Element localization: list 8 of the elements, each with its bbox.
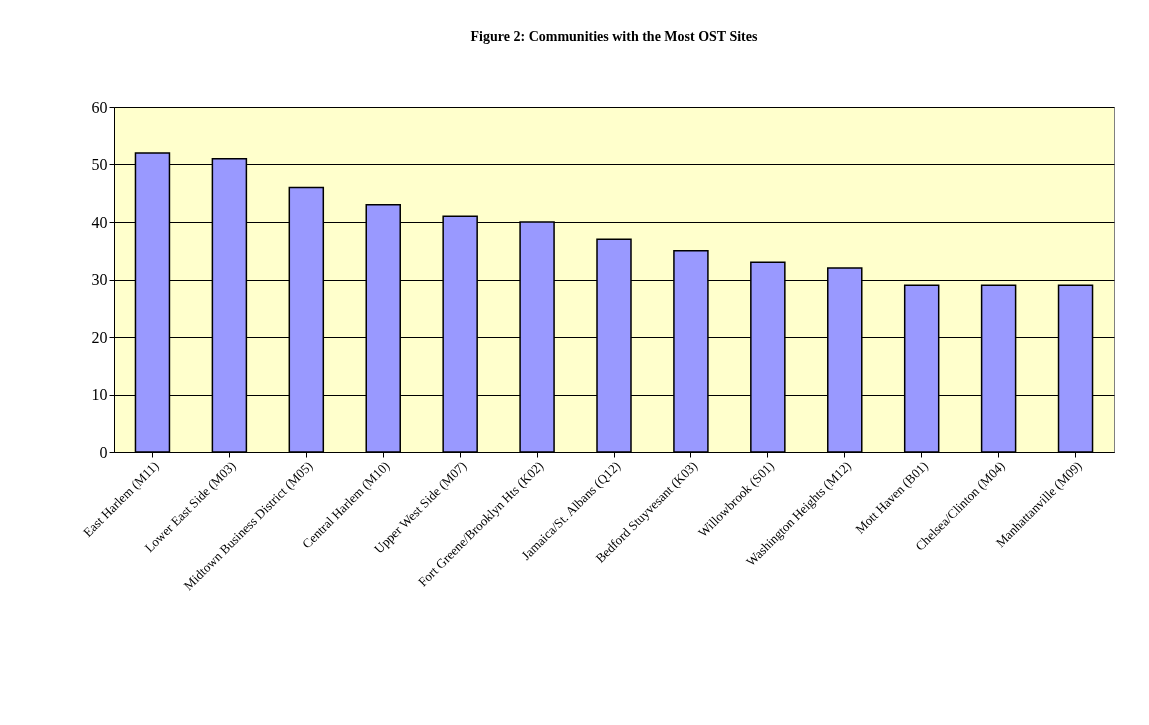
- y-tick-label: 60: [91, 98, 108, 116]
- y-tick-label: 30: [91, 271, 108, 288]
- y-tick-label: 0: [99, 443, 108, 461]
- y-tick-label: 10: [91, 386, 108, 403]
- y-tick-label: 50: [91, 156, 108, 173]
- chart-title: Figure 2: Communities with the Most OST Sites: [470, 29, 758, 44]
- y-tick-label: 20: [91, 328, 108, 346]
- y-tick-label: 40: [91, 213, 108, 231]
